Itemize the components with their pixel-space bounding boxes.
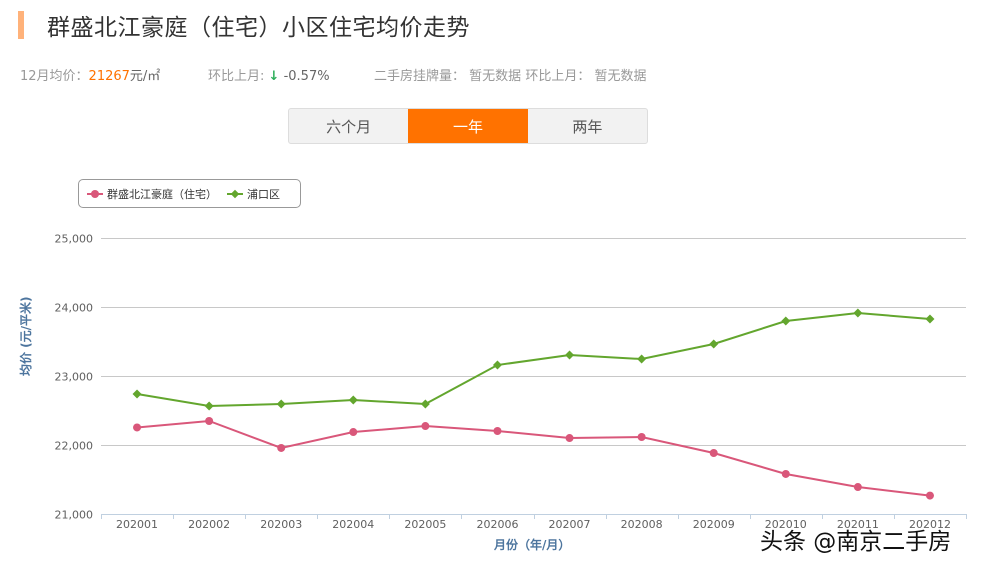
legend-label-community: 群盛北江豪庭（住宅） xyxy=(107,187,217,201)
data-point-diamond xyxy=(565,350,575,360)
x-tick-label: 202004 xyxy=(332,518,374,531)
x-axis-title: 月份（年/月） xyxy=(494,538,571,552)
x-tick-label: 202001 xyxy=(116,518,158,531)
data-point-diamond xyxy=(276,399,286,409)
mom-change-stat: 环比上月: ↓ -0.57% xyxy=(208,65,330,84)
tab-one-year[interactable]: 一年 xyxy=(408,109,528,143)
diamond-marker-icon xyxy=(227,189,243,199)
data-point-diamond xyxy=(637,354,647,364)
data-point-circle xyxy=(133,423,142,432)
data-point-circle xyxy=(421,422,430,431)
listing-mom-value: 暂无数据 xyxy=(594,69,647,84)
period-tabs: 六个月 一年 两年 xyxy=(288,108,648,144)
data-point-diamond xyxy=(420,399,430,409)
x-tick-label: 202009 xyxy=(693,518,735,531)
listing-stat: 二手房挂牌量： 暂无数据 环比上月： 暂无数据 xyxy=(374,65,646,84)
tab-six-months[interactable]: 六个月 xyxy=(326,117,372,136)
data-point-diamond xyxy=(132,389,142,399)
listing-value: 暂无数据 xyxy=(469,69,522,84)
mom-value: -0.57% xyxy=(283,69,330,84)
y-axis-title: 均价 (元/平米) xyxy=(19,296,33,376)
x-tick-label: 202007 xyxy=(549,518,591,531)
data-point-diamond xyxy=(492,360,502,370)
listing-mom-label: 环比上月： xyxy=(525,69,591,84)
y-tick-label: 24,000 xyxy=(55,302,94,315)
data-point-diamond xyxy=(853,308,863,318)
y-tick-label: 22,000 xyxy=(55,440,94,453)
title-accent-bar xyxy=(18,11,24,39)
y-tick-label: 23,000 xyxy=(55,371,94,384)
data-point-diamond xyxy=(709,339,719,349)
data-point-circle xyxy=(493,426,502,435)
data-point-circle xyxy=(349,428,358,437)
chart-legend: 群盛北江豪庭（住宅） 浦口区 xyxy=(78,179,301,208)
avg-price-stat: 12月均价：21267元/㎡ xyxy=(20,65,160,84)
x-tick-label: 202002 xyxy=(188,518,230,531)
watermark: 头条 @南京二手房 xyxy=(760,529,952,555)
x-tick-label: 202010 xyxy=(765,518,807,531)
data-point-diamond xyxy=(204,401,214,411)
series-line xyxy=(136,419,931,497)
data-point-circle xyxy=(277,443,286,452)
data-point-diamond xyxy=(348,395,358,405)
circle-marker-icon xyxy=(87,189,103,199)
x-tick-label: 202003 xyxy=(260,518,302,531)
x-tick-label: 202012 xyxy=(909,518,951,531)
legend-label-district: 浦口区 xyxy=(247,187,280,201)
data-point-circle xyxy=(205,416,214,425)
x-tick-label: 202011 xyxy=(837,518,879,531)
y-tick-label: 25,000 xyxy=(55,233,94,246)
data-point-circle xyxy=(709,449,718,458)
legend-item-community[interactable]: 群盛北江豪庭（住宅） xyxy=(87,186,217,202)
avg-price-value: 21267 xyxy=(88,69,130,84)
data-point-circle xyxy=(781,469,790,478)
mom-label: 环比上月: xyxy=(208,69,265,84)
arrow-down-icon: ↓ xyxy=(268,69,280,84)
data-point-circle xyxy=(565,434,574,443)
x-tick-label: 202008 xyxy=(621,518,663,531)
data-point-diamond xyxy=(925,314,935,324)
avg-price-unit: 元/㎡ xyxy=(129,69,161,84)
data-point-circle xyxy=(637,432,646,441)
tab-two-years[interactable]: 两年 xyxy=(572,117,603,136)
series-line xyxy=(136,311,931,408)
legend-item-district[interactable]: 浦口区 xyxy=(227,186,280,202)
data-point-circle xyxy=(925,491,934,500)
avg-price-label: 12月均价： xyxy=(20,69,89,84)
page-title: 群盛北江豪庭（住宅）小区住宅均价走势 xyxy=(47,15,470,41)
x-tick-label: 202005 xyxy=(404,518,446,531)
data-point-circle xyxy=(853,483,862,492)
x-tick-label: 202006 xyxy=(476,518,518,531)
listing-label: 二手房挂牌量： xyxy=(374,69,466,84)
data-point-diamond xyxy=(781,316,791,326)
y-tick-label: 21,000 xyxy=(55,509,94,522)
